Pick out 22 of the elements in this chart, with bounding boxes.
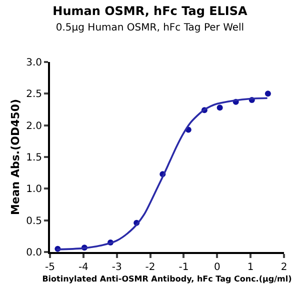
point xyxy=(264,90,271,97)
y-tick-label: 1.0 xyxy=(26,184,42,196)
x-tick-label: -3 xyxy=(112,262,122,273)
x-tick-label: 2 xyxy=(280,262,288,273)
x-tick-label: -1 xyxy=(178,262,189,273)
y-tick-label: 1.5 xyxy=(26,152,42,164)
x-tick-label: 1 xyxy=(247,262,254,273)
x-tick-label: -5 xyxy=(45,262,55,273)
y-tick-label: 3.0 xyxy=(26,58,42,68)
point xyxy=(216,104,223,111)
y-tick-label: 2.5 xyxy=(26,89,42,100)
line-series xyxy=(56,97,268,250)
y-tick-label: 0.0 xyxy=(26,248,42,258)
x-tick-label: 0 xyxy=(214,262,220,273)
x-axis-title: Biotinylated Anti-OSMR Antibody, hFc Tag Conc.(μg/ml) xyxy=(42,274,292,284)
x-tick-label: -2 xyxy=(145,262,156,273)
y-axis-title: Mean Abs.(OD450) xyxy=(9,98,22,216)
chart-title: Human OSMR, hFc Tag ELISA xyxy=(52,4,248,18)
x-tick-label: -4 xyxy=(78,262,88,273)
y-tick-label: 0.5 xyxy=(26,216,42,227)
y-tick-label: 2.0 xyxy=(26,120,42,132)
chart-subtitle: 0.5μg Human OSMR, hFc Tag Per Well xyxy=(56,22,244,34)
